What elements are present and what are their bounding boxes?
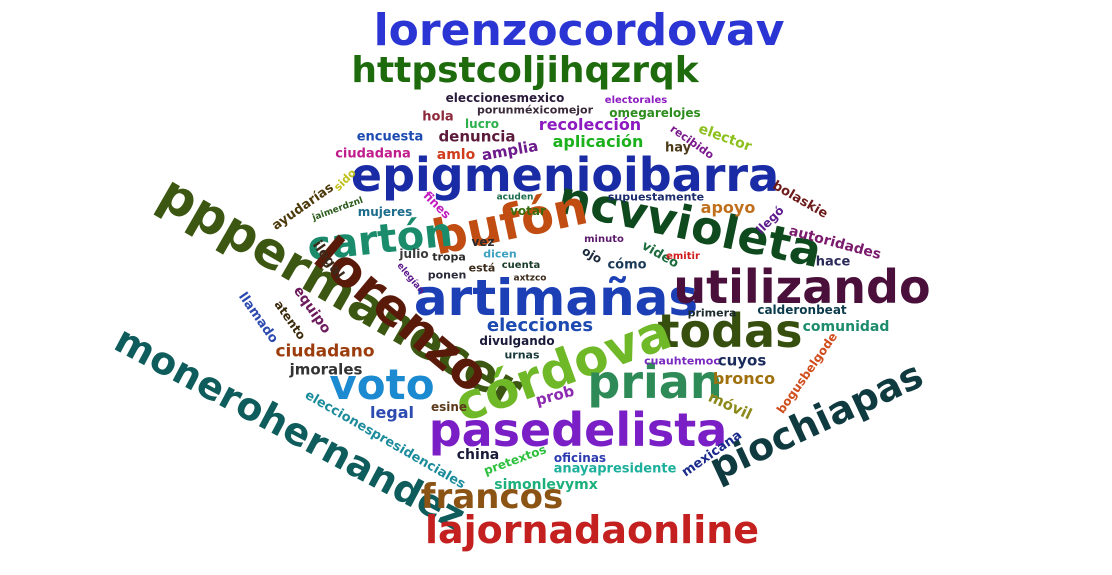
word-oficinas: oficinas [553, 451, 607, 465]
word-cuenta: cuenta [501, 260, 541, 271]
word-eleccionesmexico: eleccionesmexico [445, 91, 565, 105]
word-acuden: acuden [496, 192, 534, 203]
word-primera: primera [687, 306, 737, 320]
word-simonlevymx: simonlevymx [494, 477, 598, 493]
word-tropa: tropa [432, 250, 466, 264]
word-bronco: bronco [712, 369, 776, 388]
word-dicen: dicen [483, 247, 517, 261]
word-axtzco: axtzco [513, 273, 547, 284]
word-ciudadana: ciudadana [335, 146, 411, 162]
word-emitir: emitir [666, 251, 700, 262]
word-electorales: electorales [604, 95, 668, 106]
word-minuto: minuto [584, 234, 624, 245]
word-anayapresidente: anayapresidente [553, 461, 677, 477]
word-ponen: ponen [427, 268, 467, 282]
word-como: cómo [607, 257, 647, 273]
word-legal: legal [369, 403, 415, 422]
word-hola: hola [422, 109, 454, 125]
word-ciudadano: ciudadano [275, 341, 375, 362]
word-lajornadaonline: lajornadaonline [424, 508, 760, 552]
word-epigmenioibarra: epigmenioibarra [350, 148, 780, 202]
word-voto: voto [329, 360, 435, 409]
word-comunidad: comunidad [802, 319, 890, 335]
word-vez: vez [471, 235, 495, 249]
word-esta: está [468, 261, 496, 275]
word-httpstcoljihqzrqk: httpstcoljihqzrqk [351, 50, 699, 91]
word-votar: votar [510, 204, 546, 218]
word-apoyo: apoyo [700, 198, 756, 217]
word-china: china [456, 447, 500, 463]
word-aplicacion: aplicación [552, 132, 644, 151]
word-porunmexicomejor: porunméxicomejor [476, 103, 594, 117]
word-ojo: ojo [579, 243, 605, 267]
word-amlo: amlo [436, 147, 476, 163]
word-francos: francos [420, 477, 564, 517]
word-supuestamente: supuestamente [607, 190, 705, 204]
word-julio: julio [399, 247, 429, 261]
word-pasedelista: pasedelista [428, 403, 728, 457]
word-elecciones: elecciones [486, 315, 594, 336]
word-recoleccion: recolección [538, 115, 642, 134]
word-utilizando: utilizando [673, 260, 931, 314]
word-cuauhtemoc: cuauhtemoc [644, 354, 720, 368]
word-todas: todas [657, 304, 803, 358]
word-calderonbeat: calderonbeat [757, 303, 847, 317]
word-prian: prian [587, 355, 723, 409]
word-urnas: urnas [504, 348, 540, 362]
word-lucro: lucro [465, 117, 499, 131]
word-llamado: llamado [235, 289, 281, 347]
word-jmorales: jmorales [289, 360, 363, 379]
word-divulgando: divulgando [479, 334, 555, 348]
word-encuesta: encuesta [356, 129, 424, 145]
word-hace: hace [815, 254, 851, 270]
word-mujeres: mujeres [357, 205, 413, 219]
word-denuncia: denuncia [438, 127, 516, 146]
word-cuyos: cuyos [717, 351, 767, 370]
word-lorenzocordovav: lorenzocordovav [373, 5, 785, 56]
word-esine: esine [430, 400, 468, 414]
word-hay: hay [664, 140, 692, 156]
word-artimanas: artimañas [413, 269, 699, 327]
word-omegarelojes: omegarelojes [609, 106, 701, 120]
